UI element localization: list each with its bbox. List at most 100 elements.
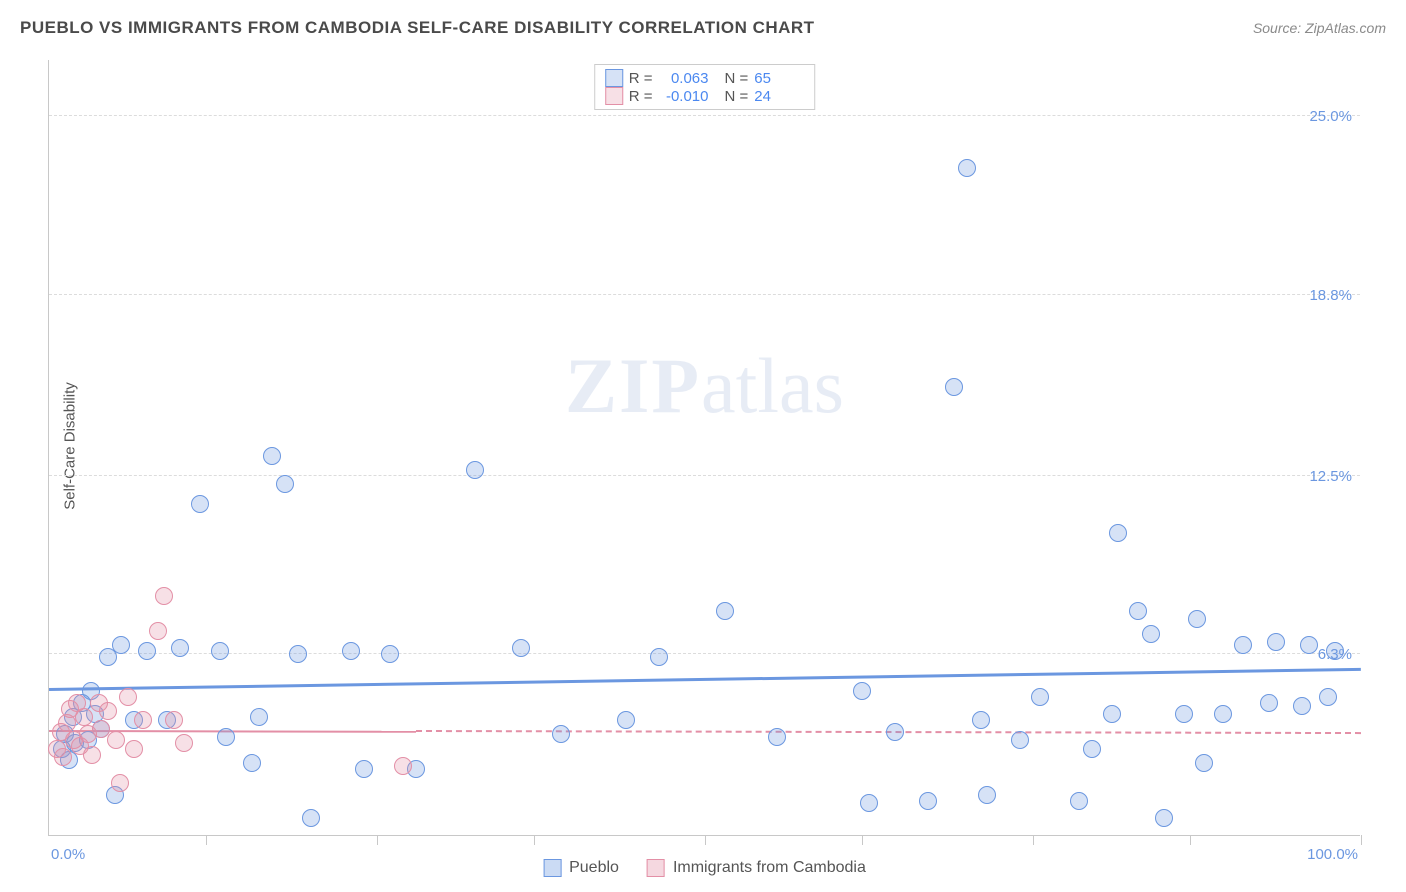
- legend-n-label: N =: [725, 70, 749, 87]
- legend-n-label: N =: [725, 88, 749, 105]
- x-axis-min: 0.0%: [51, 846, 85, 863]
- data-point: [381, 645, 399, 663]
- legend-bottom: Pueblo Immigrants from Cambodia: [543, 859, 866, 877]
- source-label: Source: ZipAtlas.com: [1253, 20, 1386, 36]
- watermark-zip: ZIP: [565, 342, 701, 429]
- data-point: [958, 159, 976, 177]
- y-tick-label: 12.5%: [1309, 468, 1352, 485]
- gridline: [49, 653, 1360, 654]
- x-tick: [534, 835, 535, 845]
- chart-container: PUEBLO VS IMMIGRANTS FROM CAMBODIA SELF-…: [0, 0, 1406, 892]
- data-point: [191, 495, 209, 513]
- title-row: PUEBLO VS IMMIGRANTS FROM CAMBODIA SELF-…: [20, 18, 1386, 38]
- legend-item: Immigrants from Cambodia: [647, 859, 866, 877]
- data-point: [1293, 697, 1311, 715]
- legend-n-value: 24: [754, 88, 804, 105]
- data-point: [716, 602, 734, 620]
- data-point: [250, 708, 268, 726]
- data-point: [1234, 636, 1252, 654]
- data-point: [83, 746, 101, 764]
- data-point: [1319, 688, 1337, 706]
- legend-swatch: [647, 859, 665, 877]
- data-point: [263, 447, 281, 465]
- data-point: [1214, 705, 1232, 723]
- y-tick-label: 25.0%: [1309, 108, 1352, 125]
- data-point: [978, 786, 996, 804]
- data-point: [860, 794, 878, 812]
- legend-swatch: [543, 859, 561, 877]
- x-axis-max: 100.0%: [1307, 846, 1358, 863]
- data-point: [155, 587, 173, 605]
- legend-r-label: R =: [629, 70, 653, 87]
- data-point: [134, 711, 152, 729]
- data-point: [1326, 642, 1344, 660]
- data-point: [512, 639, 530, 657]
- data-point: [54, 748, 72, 766]
- data-point: [972, 711, 990, 729]
- legend-swatch: [605, 87, 623, 105]
- data-point: [175, 734, 193, 752]
- watermark: ZIPatlas: [565, 341, 844, 431]
- data-point: [243, 754, 261, 772]
- data-point: [1267, 633, 1285, 651]
- data-point: [1083, 740, 1101, 758]
- data-point: [650, 648, 668, 666]
- data-point: [1300, 636, 1318, 654]
- data-point: [552, 725, 570, 743]
- data-point: [75, 708, 93, 726]
- data-point: [1260, 694, 1278, 712]
- gridline: [49, 294, 1360, 295]
- legend-stats-row: R = -0.010 N = 24: [605, 87, 805, 105]
- data-point: [1070, 792, 1088, 810]
- data-point: [289, 645, 307, 663]
- data-point: [138, 642, 156, 660]
- y-tick-label: 18.8%: [1309, 287, 1352, 304]
- data-point: [1155, 809, 1173, 827]
- x-tick: [705, 835, 706, 845]
- data-point: [617, 711, 635, 729]
- watermark-atlas: atlas: [701, 342, 844, 429]
- data-point: [466, 461, 484, 479]
- x-tick: [377, 835, 378, 845]
- legend-r-label: R =: [629, 88, 653, 105]
- trend-line: [49, 668, 1361, 691]
- chart-title: PUEBLO VS IMMIGRANTS FROM CAMBODIA SELF-…: [20, 18, 815, 38]
- data-point: [125, 740, 143, 758]
- data-point: [342, 642, 360, 660]
- data-point: [149, 622, 167, 640]
- x-tick: [206, 835, 207, 845]
- plot-area: ZIPatlas R =0.063N =65R =-0.010N =24 Pue…: [48, 60, 1360, 836]
- data-point: [394, 757, 412, 775]
- legend-label: Pueblo: [569, 859, 619, 877]
- data-point: [1129, 602, 1147, 620]
- data-point: [1188, 610, 1206, 628]
- data-point: [1109, 524, 1127, 542]
- x-tick: [1190, 835, 1191, 845]
- x-tick: [1033, 835, 1034, 845]
- gridline: [49, 475, 1360, 476]
- legend-swatch: [605, 69, 623, 87]
- data-point: [99, 702, 117, 720]
- data-point: [111, 774, 129, 792]
- data-point: [355, 760, 373, 778]
- data-point: [276, 475, 294, 493]
- legend-r-value: 0.063: [659, 70, 709, 87]
- data-point: [1103, 705, 1121, 723]
- data-point: [165, 711, 183, 729]
- gridline: [49, 115, 1360, 116]
- data-point: [768, 728, 786, 746]
- data-point: [171, 639, 189, 657]
- data-point: [1031, 688, 1049, 706]
- data-point: [211, 642, 229, 660]
- legend-item: Pueblo: [543, 859, 619, 877]
- legend-stats-row: R = 0.063 N = 65: [605, 69, 805, 87]
- legend-n-value: 65: [754, 70, 804, 87]
- data-point: [217, 728, 235, 746]
- legend-r-value: -0.010: [659, 88, 709, 105]
- data-point: [1142, 625, 1160, 643]
- data-point: [107, 731, 125, 749]
- data-point: [112, 636, 130, 654]
- data-point: [302, 809, 320, 827]
- data-point: [945, 378, 963, 396]
- data-point: [853, 682, 871, 700]
